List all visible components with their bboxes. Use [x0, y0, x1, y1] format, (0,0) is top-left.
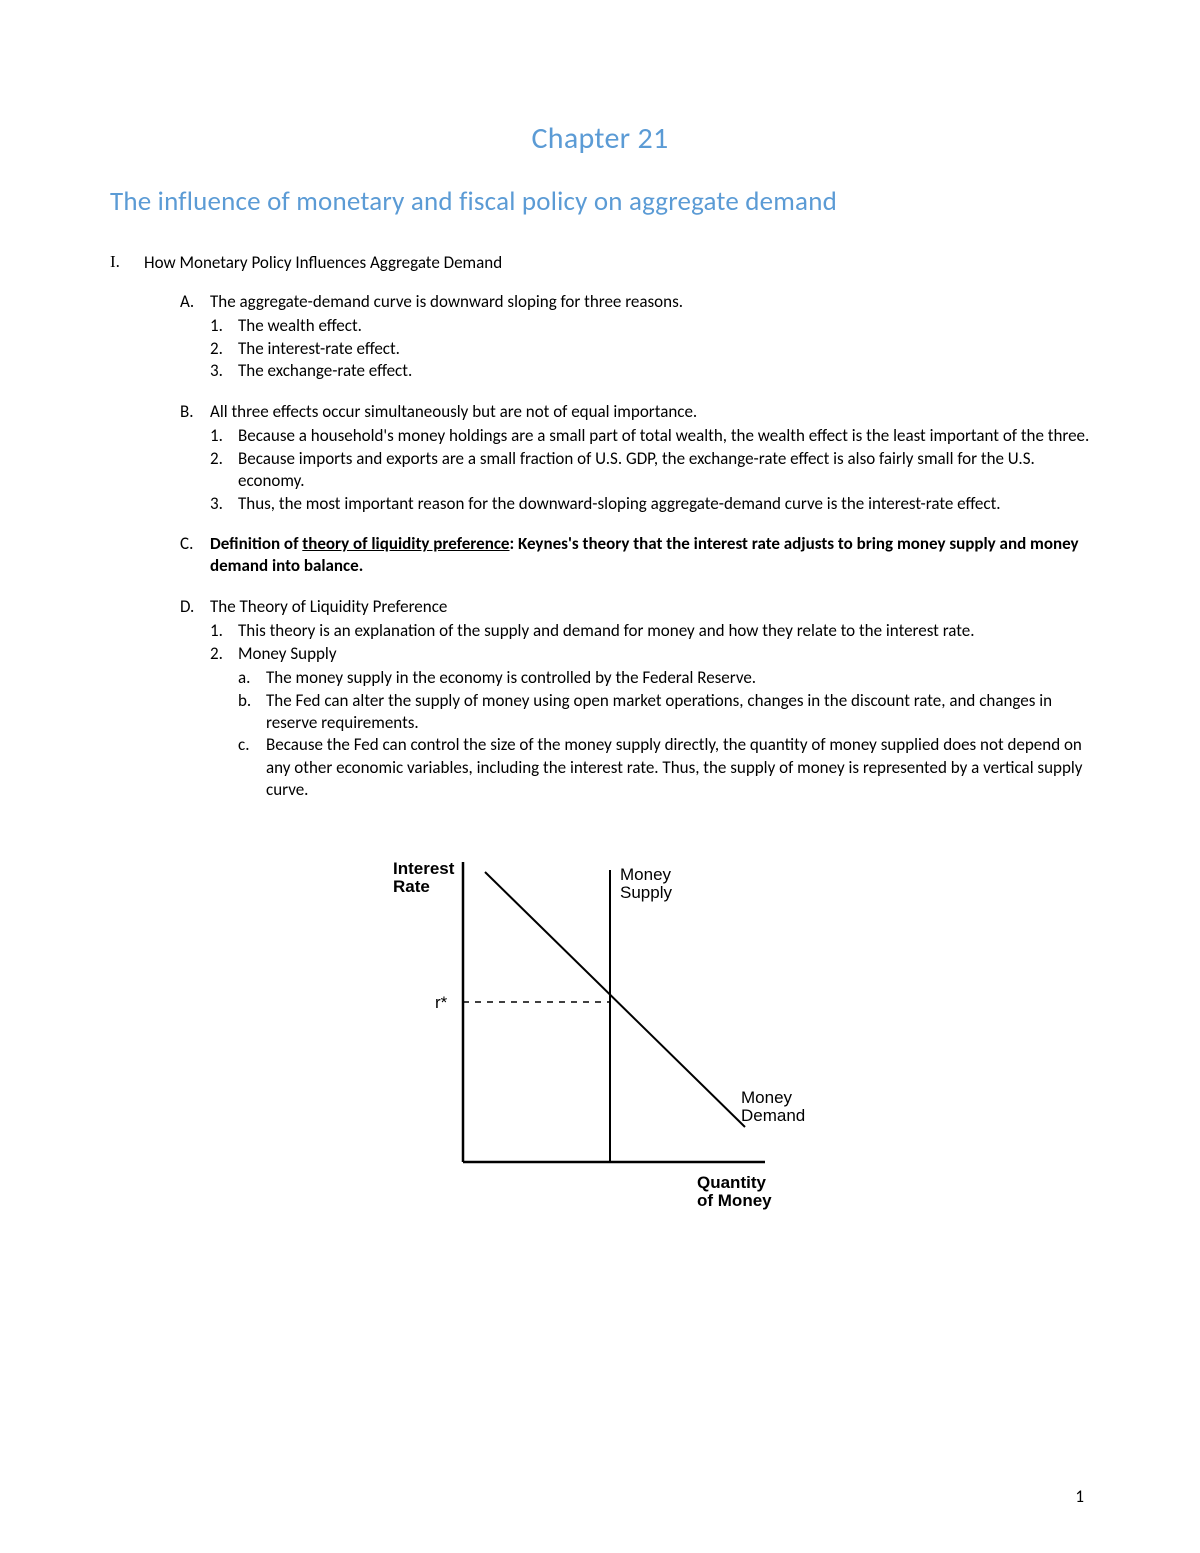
list-item: 1. The wealth effect.: [180, 315, 1090, 337]
liquidity-preference-chart: InterestRateMoneySupplyMoneyDemandr*Quan…: [110, 842, 1090, 1222]
num-text: Because imports and exports are a small …: [238, 448, 1090, 493]
subsection-C: C. Definition of theory of liquidity pre…: [180, 533, 1090, 578]
chapter-title: The influence of monetary and fiscal pol…: [110, 185, 1090, 218]
num-marker: 2.: [210, 448, 238, 493]
list-item: 2. The interest-rate effect.: [180, 338, 1090, 360]
section-I: I. How Monetary Policy Influences Aggreg…: [110, 252, 1090, 273]
svg-text:of Money: of Money: [697, 1191, 772, 1210]
svg-text:Supply: Supply: [620, 883, 672, 902]
letter-marker: A.: [180, 291, 210, 313]
def-colon: :: [510, 533, 519, 554]
num-marker: 2.: [210, 643, 238, 665]
letter-marker: C.: [180, 533, 210, 578]
alpha-marker: a.: [238, 667, 266, 689]
letter-text: All three effects occur simultaneously b…: [210, 401, 1090, 423]
section-heading: How Monetary Policy Influences Aggregate…: [144, 252, 502, 273]
svg-text:Money: Money: [741, 1088, 793, 1107]
def-prefix: Definition of: [210, 533, 302, 554]
svg-text:Interest: Interest: [393, 859, 455, 878]
page-number: 1: [1075, 1486, 1084, 1507]
num-text: Money Supply: [238, 643, 1090, 665]
num-text: Thus, the most important reason for the …: [238, 493, 1090, 515]
chart-svg: InterestRateMoneySupplyMoneyDemandr*Quan…: [385, 842, 815, 1222]
subsection-A: A. The aggregate-demand curve is downwar…: [180, 291, 1090, 383]
letter-text: The Theory of Liquidity Preference: [210, 596, 1090, 618]
svg-text:Money: Money: [620, 865, 672, 884]
svg-text:Quantity: Quantity: [697, 1173, 766, 1192]
chapter-number: Chapter 21: [110, 120, 1090, 157]
num-marker: 2.: [210, 338, 238, 360]
list-item: 1. Because a household's money holdings …: [180, 425, 1090, 447]
svg-text:r*: r*: [435, 993, 448, 1012]
def-term: theory of liquidity preference: [302, 533, 509, 554]
alpha-marker: c.: [238, 734, 266, 801]
num-text: The interest-rate effect.: [238, 338, 1090, 360]
alpha-marker: b.: [238, 690, 266, 735]
alpha-text: Because the Fed can control the size of …: [266, 734, 1090, 801]
alpha-text: The Fed can alter the supply of money us…: [266, 690, 1090, 735]
list-item: a. The money supply in the economy is co…: [180, 667, 1090, 689]
definition-text: Definition of theory of liquidity prefer…: [210, 533, 1090, 578]
list-item: 1. This theory is an explanation of the …: [180, 620, 1090, 642]
list-item: 2. Because imports and exports are a sma…: [180, 448, 1090, 493]
num-text: This theory is an explanation of the sup…: [238, 620, 1090, 642]
num-marker: 1.: [210, 425, 238, 447]
num-text: The exchange-rate effect.: [238, 360, 1090, 382]
num-text: Because a household's money holdings are…: [238, 425, 1090, 447]
num-text: The wealth effect.: [238, 315, 1090, 337]
subsection-B: B. All three effects occur simultaneousl…: [180, 401, 1090, 515]
document-page: Chapter 21 The influence of monetary and…: [0, 0, 1200, 1553]
num-marker: 1.: [210, 315, 238, 337]
list-item: 2. Money Supply: [180, 643, 1090, 665]
num-marker: 1.: [210, 620, 238, 642]
list-item: 3. Thus, the most important reason for t…: [180, 493, 1090, 515]
list-item: 3. The exchange-rate effect.: [180, 360, 1090, 382]
subsection-D: D. The Theory of Liquidity Preference 1.…: [180, 596, 1090, 802]
svg-text:Demand: Demand: [741, 1106, 805, 1125]
alpha-text: The money supply in the economy is contr…: [266, 667, 1090, 689]
num-marker: 3.: [210, 360, 238, 382]
letter-marker: B.: [180, 401, 210, 423]
letter-marker: D.: [180, 596, 210, 618]
list-item: c. Because the Fed can control the size …: [180, 734, 1090, 801]
list-item: b. The Fed can alter the supply of money…: [180, 690, 1090, 735]
svg-text:Rate: Rate: [393, 877, 430, 896]
letter-text: The aggregate-demand curve is downward s…: [210, 291, 1090, 313]
num-marker: 3.: [210, 493, 238, 515]
roman-marker: I.: [110, 252, 144, 273]
